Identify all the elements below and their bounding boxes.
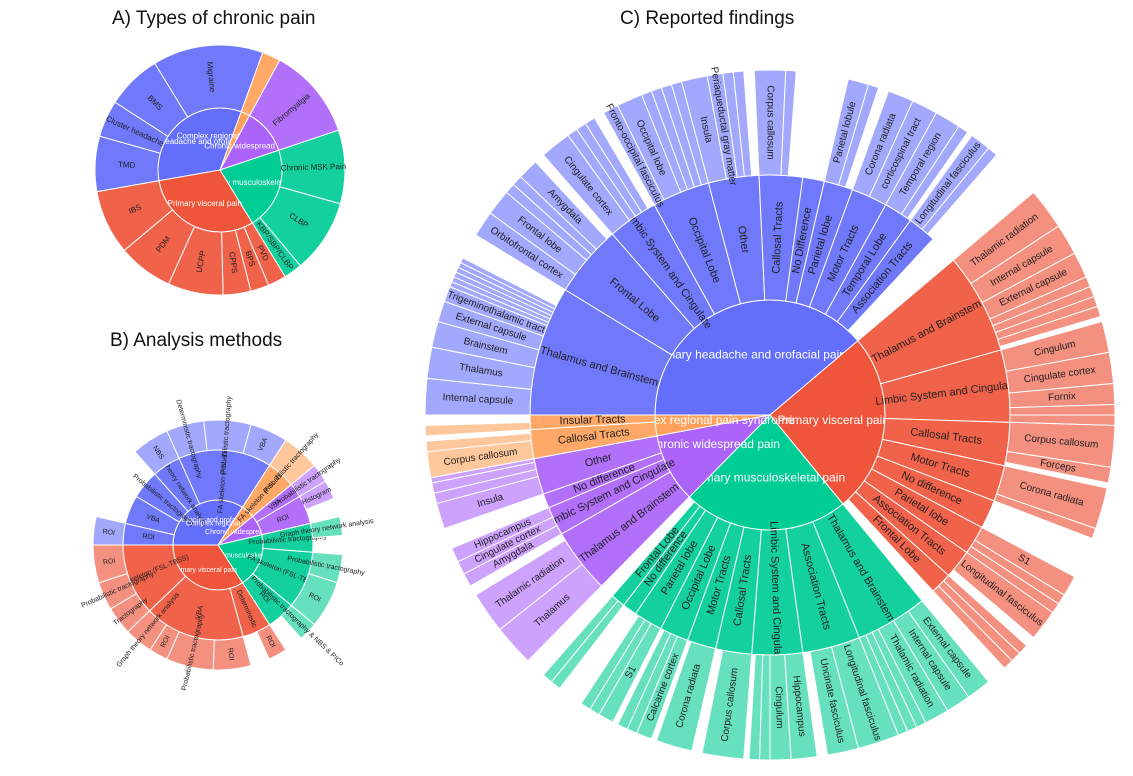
segment-hippocampus[interactable] (584, 117, 649, 213)
segment-spinal-trigeminal-nucleus[interactable] (459, 257, 557, 310)
segment-forceps[interactable] (780, 69, 797, 177)
segment-precuneus[interactable] (837, 83, 880, 188)
segment-ibs[interactable] (96, 180, 174, 252)
segment-fusiform-gyrus[interactable] (900, 125, 969, 219)
segment-fornix[interactable] (748, 654, 764, 761)
panel-c-title: C) Reported findings (620, 8, 795, 29)
segment-graph-theory-network-analysis[interactable] (309, 515, 344, 539)
segment-roi[interactable] (92, 544, 129, 584)
segment-histogram[interactable] (298, 480, 335, 511)
segment-uncinate-fasciculus[interactable] (809, 646, 860, 756)
segment-prefrontal-cortex[interactable] (542, 595, 619, 683)
segment-forceps[interactable] (1004, 450, 1112, 484)
segment-corpus-callosum[interactable] (753, 69, 787, 176)
segment-sagittal-stratum[interactable] (932, 585, 1013, 669)
segment-thalamus[interactable] (997, 305, 1102, 348)
segment-thalamic-radiation[interactable] (475, 539, 583, 631)
segment-corona-radiata[interactable] (425, 432, 532, 453)
segment-corpus-callosum[interactable] (732, 70, 753, 177)
panel-b-title: B) Analysis methods (110, 330, 283, 351)
segment-amygdala[interactable] (519, 161, 608, 250)
segment-roi[interactable] (256, 624, 287, 660)
segment-uncinate-fasciculus[interactable] (921, 147, 998, 235)
segment-fronto-occipital-fasciculus[interactable] (616, 629, 672, 730)
segment-parietal-gyrus[interactable] (580, 615, 646, 710)
segment-longitudinal-fasciculus[interactable] (952, 551, 1054, 639)
panel-a-title: A) Types of chronic pain (112, 8, 316, 29)
segment-corpus-callosum[interactable] (701, 649, 753, 760)
segment-corona-radiata[interactable] (655, 640, 717, 752)
segment-probabilistic-tractography-nbs-pico[interactable] (280, 604, 316, 640)
segment-insular-tracts[interactable] (424, 421, 531, 437)
